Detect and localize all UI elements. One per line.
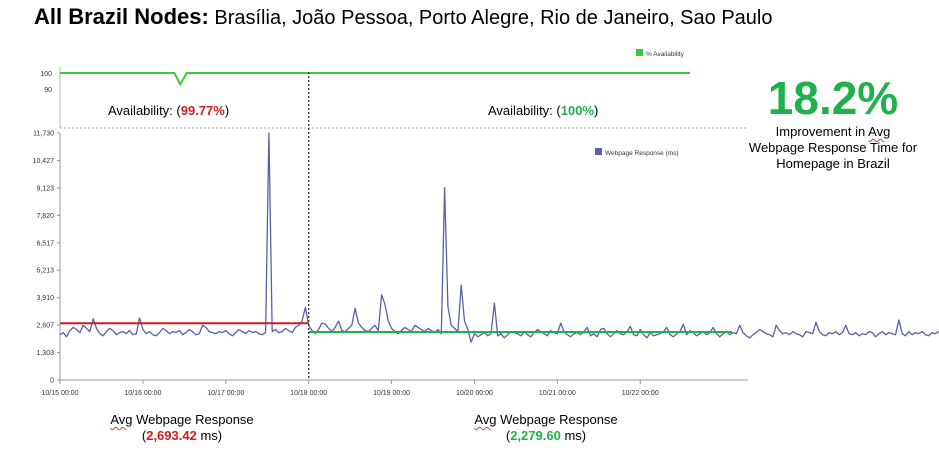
y-tick-label: 6,517 (36, 240, 54, 247)
y-tick-label: 10,427 (33, 158, 55, 165)
title-bold: All Brazil Nodes: (34, 4, 209, 29)
availability-before: Availability: (99.77%) (108, 103, 230, 118)
y-tick-label: 1,303 (36, 350, 54, 357)
y-tick-label: 0 (50, 378, 54, 385)
availability-tick-label: 100 (40, 71, 52, 78)
page-title: All Brazil Nodes: Brasília, João Pessoa,… (34, 4, 772, 30)
x-tick-label: 10/17 00:00 (207, 390, 244, 397)
availability-before-value: 99.77% (180, 103, 225, 118)
y-tick-label: 2,607 (36, 323, 54, 330)
avg-after-value: 2,279.60 (510, 428, 561, 443)
x-tick-label: 10/18 00:00 (290, 390, 327, 397)
x-tick-label: 10/19 00:00 (373, 390, 410, 397)
availability-line (60, 72, 690, 87)
avg-before-value: 2,693.42 (146, 428, 197, 443)
availability-legend-label: % Availability (646, 51, 685, 58)
availability-legend-swatch (636, 49, 643, 56)
y-tick-label: 5,213 (36, 268, 54, 275)
improvement-callout: 18.2% Improvement in Avg Webpage Respons… (735, 72, 931, 172)
y-tick-label: 11,730 (33, 131, 54, 138)
x-tick-label: 10/20 00:00 (456, 390, 493, 397)
availability-tick-label: 90 (44, 87, 52, 94)
x-tick-label: 10/15 00:00 (42, 390, 79, 397)
avg-after: Avg Webpage Response (2,279.60 ms) (474, 412, 618, 443)
avg-before: Avg Webpage Response (2,693.42 ms) (110, 412, 254, 443)
response-line (59, 132, 939, 343)
x-tick-label: 10/16 00:00 (124, 390, 161, 397)
response-legend-label: Webpage Response (ms) (605, 150, 679, 157)
availability-after: Availability: (100%) (488, 103, 599, 118)
x-tick-label: 10/22 00:00 (622, 390, 659, 397)
improvement-value: 18.2% (767, 72, 899, 124)
y-tick-label: 9,123 (36, 185, 54, 192)
y-tick-label: 3,910 (36, 295, 54, 302)
x-tick-label: 10/21 00:00 (539, 390, 576, 397)
title-cities: Brasília, João Pessoa, Porto Alegre, Rio… (214, 7, 773, 29)
y-tick-label: 7,820 (36, 213, 54, 220)
improvement-description: Improvement in Avg Webpage Response Time… (748, 124, 918, 171)
availability-after-value: 100% (560, 103, 594, 118)
response-legend-swatch (595, 148, 602, 155)
